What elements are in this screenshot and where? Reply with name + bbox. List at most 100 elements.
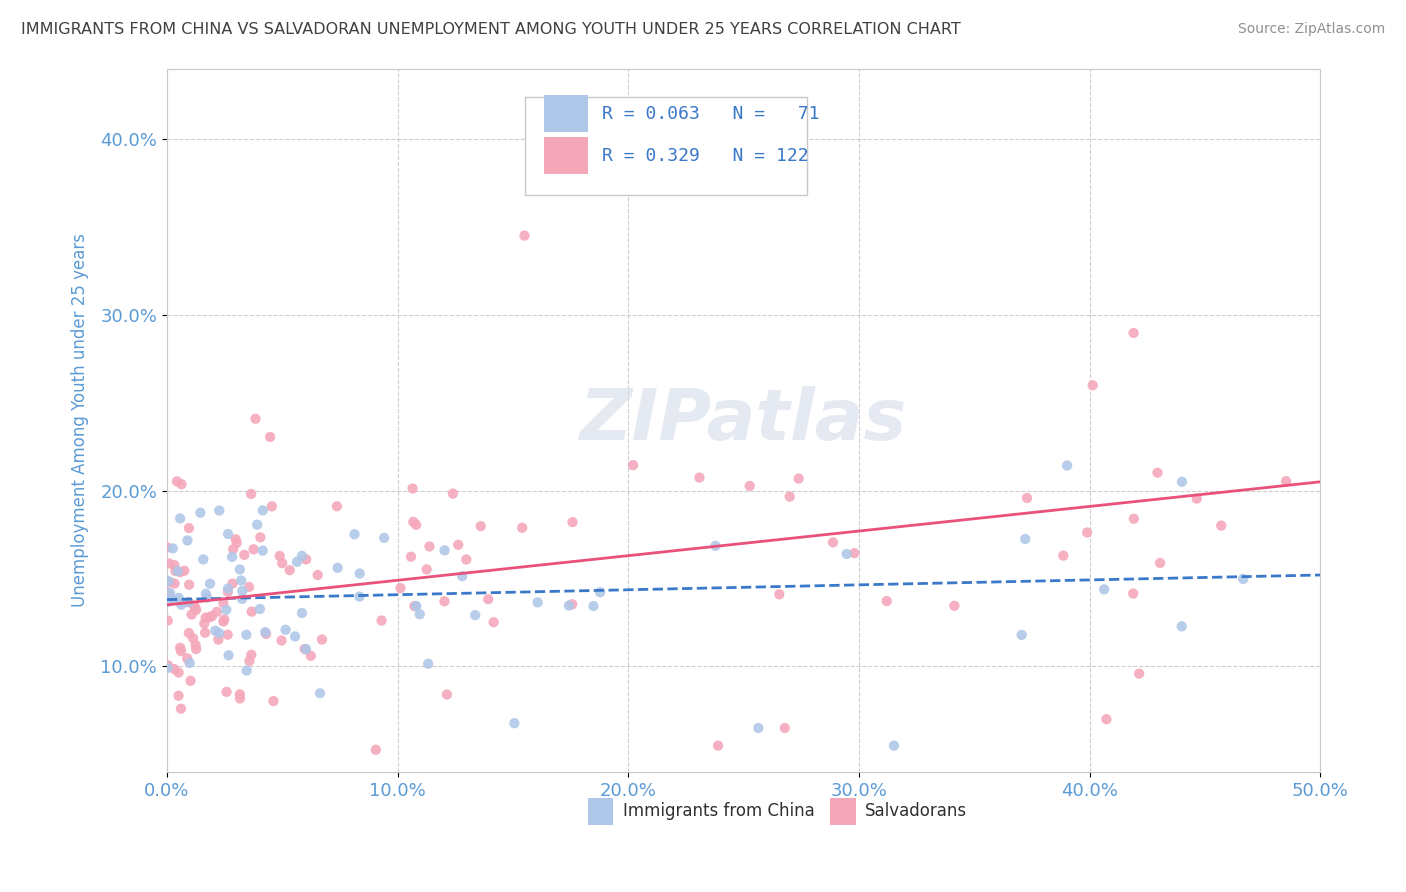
Point <box>1171 475 1194 489</box>
Point <box>399 549 422 564</box>
Point <box>195 591 218 605</box>
Point <box>208 626 231 640</box>
Point <box>163 558 186 573</box>
Point <box>242 542 264 557</box>
Point <box>402 515 425 529</box>
Point <box>451 569 474 583</box>
Point <box>1011 628 1033 642</box>
Point <box>1149 556 1171 570</box>
Point <box>193 616 215 631</box>
Point <box>170 702 193 716</box>
Point <box>217 628 239 642</box>
Point <box>299 648 322 663</box>
Point <box>179 577 201 591</box>
Point <box>245 411 267 425</box>
Point <box>433 543 456 558</box>
Point <box>159 586 181 600</box>
Point <box>240 605 263 619</box>
Point <box>433 594 456 608</box>
Point <box>1015 491 1038 505</box>
Point <box>821 535 844 549</box>
Point <box>844 546 866 560</box>
Point <box>326 500 349 514</box>
Point <box>180 673 202 688</box>
Point <box>441 486 464 500</box>
Point <box>309 686 332 700</box>
Point <box>558 599 581 613</box>
Point <box>415 562 437 576</box>
Point <box>157 594 180 608</box>
Point <box>835 547 858 561</box>
Point <box>162 541 184 556</box>
Point <box>389 581 412 595</box>
Point <box>307 568 329 582</box>
Point <box>181 632 204 646</box>
Point <box>198 610 221 624</box>
FancyBboxPatch shape <box>544 95 588 132</box>
Point <box>349 566 371 581</box>
Point <box>295 552 318 566</box>
Point <box>269 549 291 563</box>
Point <box>159 575 181 590</box>
Point <box>561 597 583 611</box>
Text: IMMIGRANTS FROM CHINA VS SALVADORAN UNEMPLOYMENT AMONG YOUTH UNDER 25 YEARS CORR: IMMIGRANTS FROM CHINA VS SALVADORAN UNEM… <box>21 22 960 37</box>
Point <box>198 576 221 591</box>
Point <box>1275 474 1298 488</box>
Point <box>235 664 257 678</box>
Point <box>194 610 217 624</box>
Point <box>186 603 208 617</box>
Point <box>229 687 252 701</box>
Point <box>195 587 218 601</box>
Point <box>156 585 179 599</box>
Point <box>364 743 387 757</box>
Point <box>526 595 548 609</box>
Point <box>779 490 801 504</box>
Point <box>162 592 184 607</box>
Point <box>738 479 761 493</box>
Point <box>294 642 316 657</box>
Point <box>156 614 179 628</box>
Point <box>271 556 294 570</box>
Y-axis label: Unemployment Among Youth under 25 years: Unemployment Among Youth under 25 years <box>72 233 89 607</box>
Point <box>513 228 536 243</box>
Point <box>157 658 180 673</box>
Point <box>1232 572 1254 586</box>
Point <box>1122 586 1144 600</box>
Point <box>252 543 274 558</box>
Point <box>184 638 207 652</box>
Point <box>240 648 263 662</box>
Point <box>205 605 228 619</box>
Point <box>1056 458 1078 473</box>
Text: ZIPatlas: ZIPatlas <box>581 385 907 455</box>
Point <box>254 627 277 641</box>
Point <box>349 590 371 604</box>
Point <box>1185 491 1208 506</box>
Point <box>482 615 505 630</box>
Point <box>456 552 478 566</box>
FancyBboxPatch shape <box>830 798 855 825</box>
Point <box>240 487 263 501</box>
Point <box>688 470 710 484</box>
Point <box>163 576 186 591</box>
Point <box>260 500 283 514</box>
Point <box>561 515 583 529</box>
Point <box>477 592 499 607</box>
Point <box>1095 712 1118 726</box>
Point <box>204 624 226 638</box>
Point <box>405 599 427 613</box>
Point <box>262 694 284 708</box>
Point <box>176 651 198 665</box>
Point <box>194 625 217 640</box>
Point <box>225 536 247 550</box>
Point <box>177 595 200 609</box>
Point <box>177 521 200 535</box>
Point <box>238 654 260 668</box>
Point <box>747 721 769 735</box>
Point <box>217 527 239 541</box>
Point <box>773 721 796 735</box>
Point <box>409 607 432 622</box>
Point <box>418 657 440 671</box>
Point <box>167 591 190 605</box>
Point <box>270 633 292 648</box>
Point <box>167 689 190 703</box>
